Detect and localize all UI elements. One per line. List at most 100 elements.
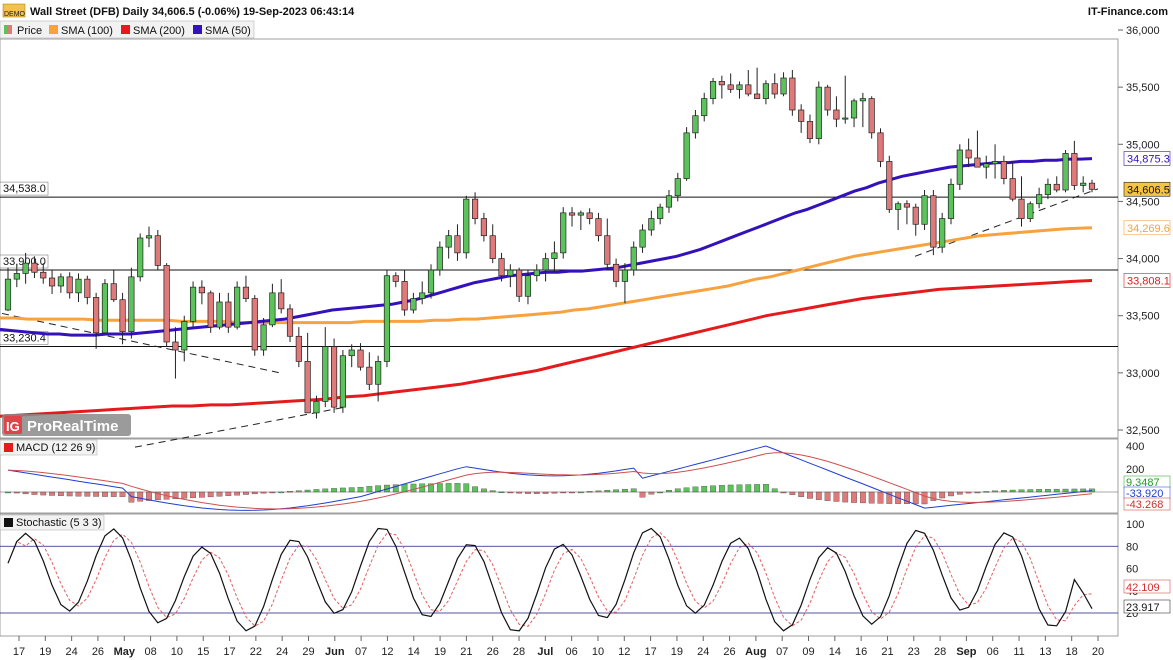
- candle-up: [322, 327, 329, 408]
- candle-up: [313, 395, 320, 419]
- macd-histogram-bar: [31, 491, 38, 495]
- price-tick-label: 33,000: [1126, 368, 1160, 380]
- macd-histogram-bar: [710, 485, 716, 493]
- macd-histogram-bar: [84, 491, 91, 497]
- legend-sma200-swatch: [121, 25, 130, 34]
- candle-down: [392, 272, 399, 288]
- date-tick-label: May: [114, 646, 136, 658]
- candle-down: [472, 192, 479, 225]
- candle-up: [145, 226, 153, 248]
- candle-down: [84, 275, 91, 305]
- date-tick-label: 26: [487, 646, 499, 658]
- macd-histogram-bar: [190, 491, 196, 499]
- stoch-k-value-label: 42.109: [1126, 582, 1160, 594]
- macd-legend: MACD (12 26 9): [0, 439, 98, 456]
- candle-up: [648, 210, 655, 236]
- date-tick-label: 06: [566, 646, 578, 658]
- sma200-value-label: 33,808.1: [1127, 276, 1170, 288]
- candle-down: [154, 230, 161, 270]
- candle-down: [498, 252, 505, 282]
- macd-histogram-bar: [745, 484, 752, 493]
- macd-histogram-bar: [683, 487, 690, 493]
- candle-up: [921, 190, 928, 230]
- macd-histogram-bar: [1036, 489, 1043, 493]
- legend-price[interactable]: Price: [17, 25, 42, 37]
- header-bar: DEMO Wall Street (DFB) Daily 34,606.5 (-…: [0, 0, 1173, 20]
- candle-up: [630, 241, 637, 276]
- candle-up: [551, 241, 558, 273]
- candle-down: [489, 224, 496, 264]
- macd-histogram-bar: [102, 491, 108, 497]
- candle-up: [22, 252, 29, 284]
- stochastic-plot: [0, 527, 1118, 632]
- last-price-label: 34,606.5: [1127, 184, 1170, 196]
- date-tick-label: 24: [697, 646, 709, 658]
- candle-down: [93, 292, 100, 349]
- macd-panel-frame: [0, 438, 1119, 514]
- candle-down: [480, 212, 487, 242]
- macd-histogram-bar: [877, 491, 884, 504]
- candle-down: [965, 138, 972, 168]
- macd-histogram-bar: [119, 491, 126, 497]
- macd-histogram-bar: [630, 488, 637, 493]
- candle-down: [798, 104, 805, 133]
- candle-down: [1000, 155, 1007, 185]
- candle-up: [216, 292, 223, 330]
- candle-up: [674, 172, 681, 202]
- macd-histogram-bar: [481, 488, 487, 493]
- legend-sma100[interactable]: SMA (100): [61, 25, 113, 37]
- candle-up: [683, 127, 690, 181]
- stoch-d-value-label: 23.917: [1126, 602, 1160, 614]
- macd-title[interactable]: MACD (12 26 9): [16, 442, 95, 454]
- date-tick-label: 24: [276, 646, 288, 658]
- macd-histogram-bar: [692, 486, 699, 493]
- price-tick-label: 32,500: [1126, 425, 1160, 437]
- macd-histogram-bar: [674, 488, 681, 493]
- stoch-title[interactable]: Stochastic (5 3 3): [16, 517, 102, 529]
- stoch-d-line: [7, 532, 1093, 627]
- candle-down: [613, 258, 620, 288]
- macd-signal-line: [7, 452, 1093, 510]
- date-tick-label: 06: [987, 646, 999, 658]
- candle-down: [912, 203, 919, 236]
- macd-histogram-bar: [243, 491, 249, 495]
- candlesticks: [4, 67, 1096, 419]
- candle-down: [824, 84, 831, 116]
- candle-down: [754, 67, 761, 99]
- macd-histogram-bar: [824, 491, 831, 501]
- price-legend: Price SMA (100) SMA (200) SMA (50): [0, 20, 255, 39]
- candle-up: [13, 264, 20, 288]
- date-tick-label: 14: [829, 646, 841, 658]
- legend-sma200[interactable]: SMA (200): [133, 25, 185, 37]
- candle-down: [903, 200, 911, 225]
- macd-histogram-bar: [199, 491, 205, 498]
- macd-histogram-bar: [648, 491, 655, 495]
- chart-title: Wall Street (DFB) Daily 34,606.5 (-0.06%…: [30, 6, 355, 18]
- candle-up: [260, 318, 267, 356]
- candle-up: [709, 78, 717, 105]
- legend-sma50[interactable]: SMA (50): [205, 25, 251, 37]
- macd-histogram-bar: [445, 483, 452, 493]
- candle-up: [842, 75, 849, 124]
- macd-histogram-bar: [1071, 488, 1078, 493]
- candle-down: [225, 292, 232, 333]
- macd-histogram-bar: [948, 491, 954, 497]
- candle-up: [639, 224, 646, 253]
- candle-up: [524, 270, 532, 305]
- macd-histogram-bar: [181, 491, 188, 499]
- candle-down: [366, 352, 373, 390]
- macd-histogram-bar: [639, 491, 646, 498]
- candle-down: [595, 212, 602, 242]
- candle-down: [48, 270, 56, 294]
- macd-axis: 40020009.3487-33.920-43.268: [1123, 441, 1171, 511]
- macd-histogram-bar: [93, 491, 100, 497]
- candle-down: [330, 338, 338, 413]
- date-tick-label: 10: [592, 646, 604, 658]
- candle-down: [718, 75, 725, 99]
- date-tick-label: 18: [1066, 646, 1078, 658]
- candle-up: [57, 273, 64, 293]
- price-panel-frame: [0, 38, 1119, 439]
- candle-up: [427, 264, 435, 299]
- macd-histogram-bar: [727, 484, 734, 493]
